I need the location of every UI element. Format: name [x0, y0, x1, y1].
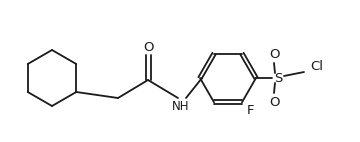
- Text: O: O: [269, 48, 279, 60]
- Text: Cl: Cl: [310, 59, 323, 73]
- Text: O: O: [143, 40, 153, 54]
- Text: O: O: [269, 96, 279, 108]
- Text: F: F: [246, 104, 254, 117]
- Text: NH: NH: [172, 101, 190, 113]
- Text: S: S: [274, 72, 282, 84]
